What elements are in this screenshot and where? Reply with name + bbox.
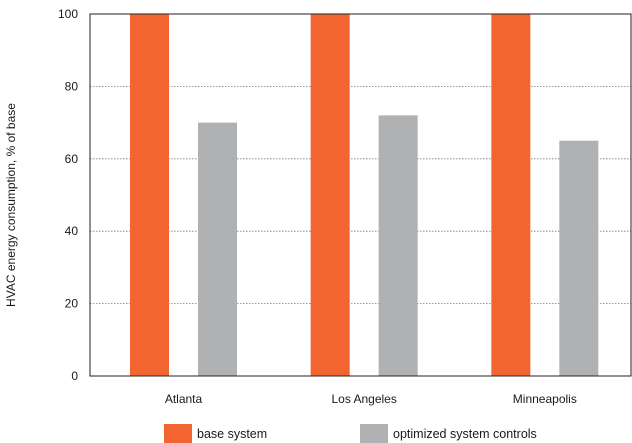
legend-item-base-system: base system	[164, 424, 267, 443]
bar-base-system-los-angeles	[310, 14, 350, 376]
legend-item-optimized-system-controls: optimized system controls	[360, 424, 537, 443]
x-tick-labels: Atlanta Los Angeles Minneapolis	[165, 392, 577, 406]
plot-frame	[89, 13, 632, 377]
bar-base-system-minneapolis	[491, 14, 531, 376]
bar-optimized-system-controls-los-angeles	[378, 115, 418, 377]
bar-optimized-system-controls-minneapolis	[559, 140, 599, 376]
y-tick-labels: 0 20 40 60 80 100	[58, 7, 78, 383]
legend: base system optimized system controls	[0, 424, 632, 443]
legend-swatch-base-system	[164, 424, 192, 443]
y-tick-label: 40	[65, 224, 79, 238]
y-tick-label: 80	[65, 79, 79, 93]
y-tick-label: 20	[65, 297, 79, 311]
bar-base-system-atlanta	[130, 14, 169, 376]
bar-optimized-system-controls-atlanta	[198, 122, 237, 376]
bars	[130, 14, 599, 377]
x-tick-label: Atlanta	[165, 392, 203, 406]
y-axis-title: HVAC energy consumption, % of base	[4, 103, 18, 307]
x-tick-label: Minneapolis	[513, 392, 577, 406]
y-tick-label: 0	[71, 369, 78, 383]
x-tick-label: Los Angeles	[331, 392, 396, 406]
legend-label-base-system: base system	[197, 426, 268, 441]
gridlines	[90, 86, 631, 305]
legend-swatch-optimized-system-controls	[360, 424, 388, 443]
legend-label-optimized-system-controls: optimized system controls	[393, 426, 537, 441]
y-tick-label: 100	[58, 7, 78, 21]
y-tick-label: 60	[65, 152, 79, 166]
